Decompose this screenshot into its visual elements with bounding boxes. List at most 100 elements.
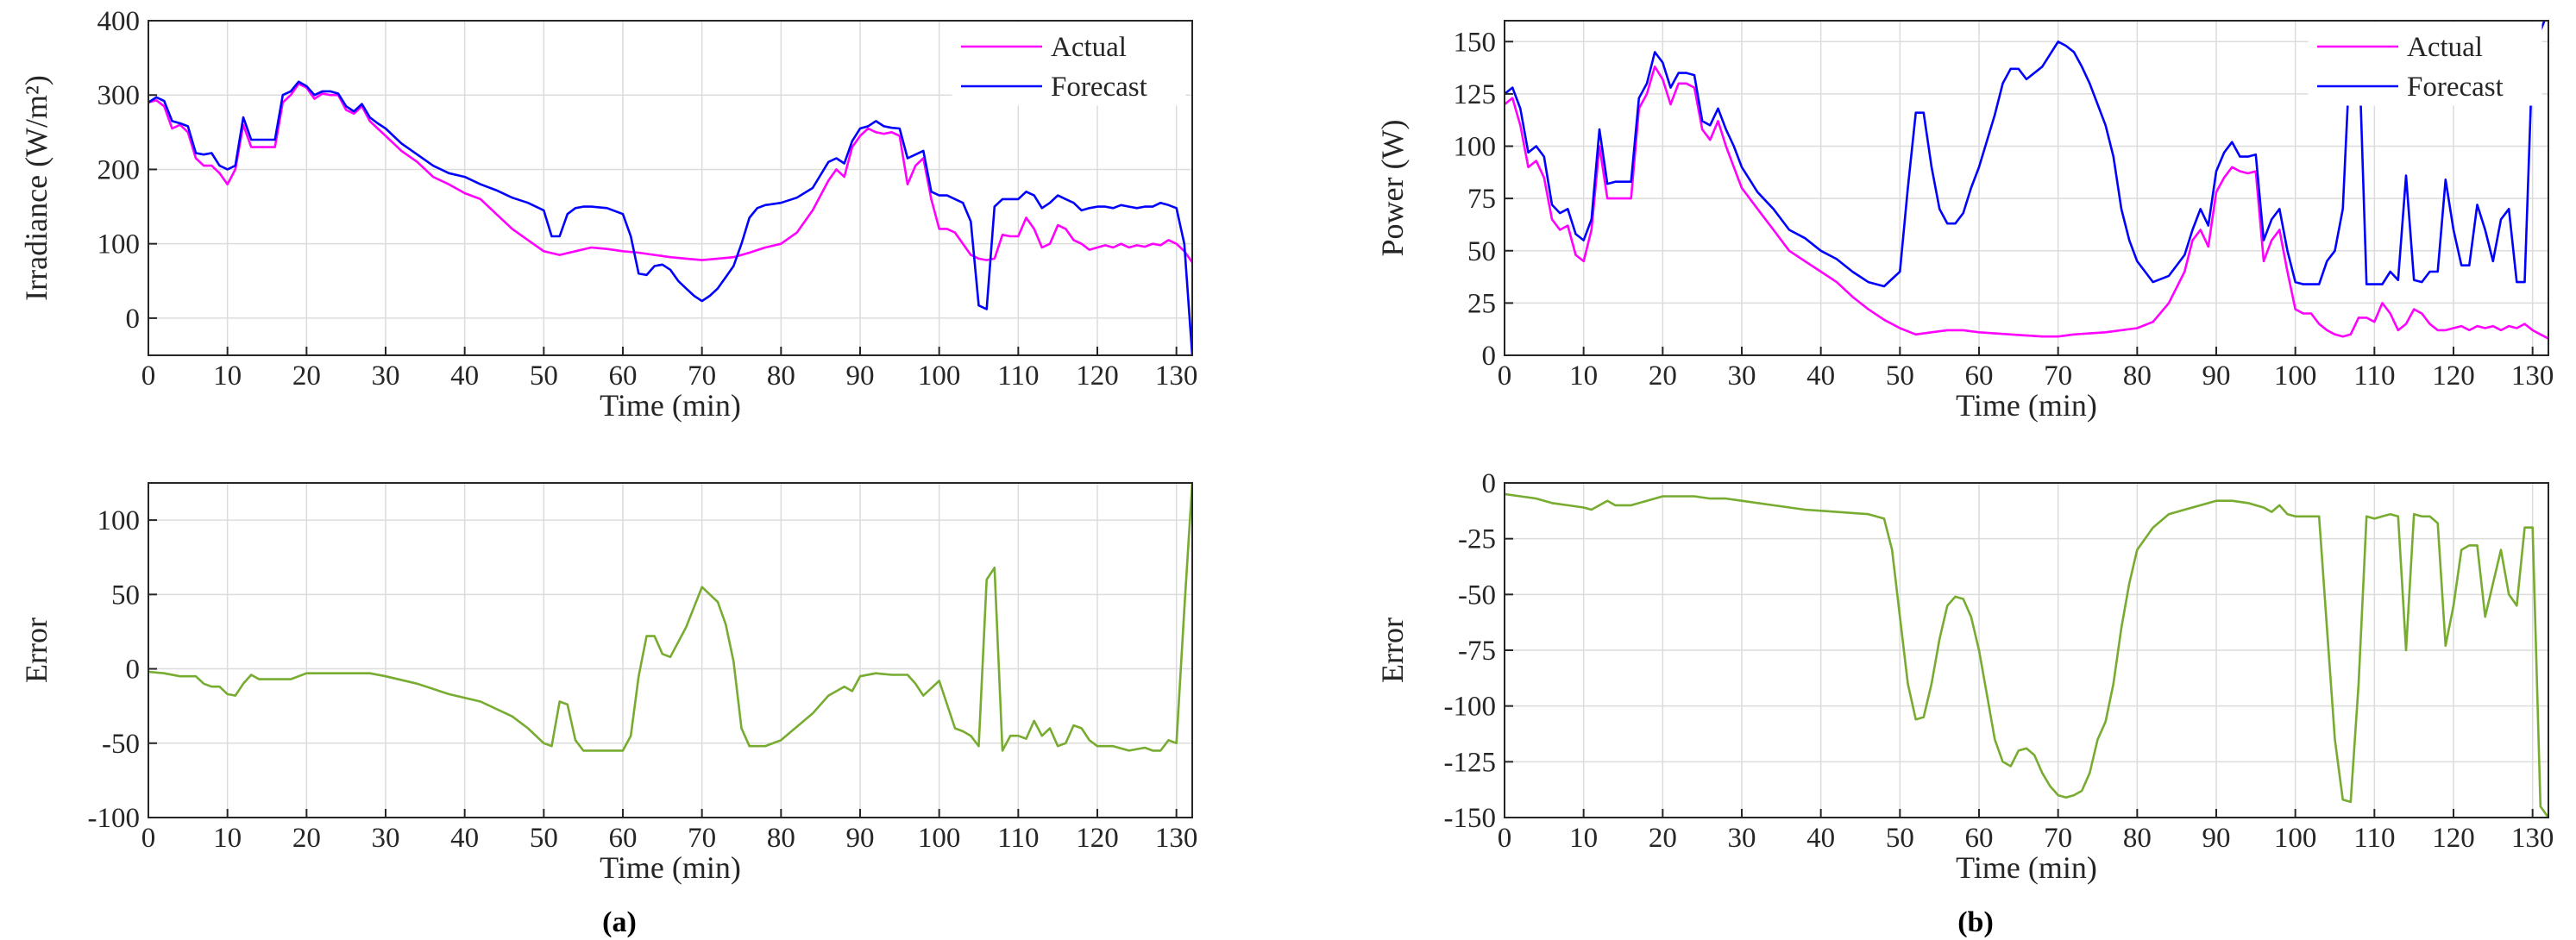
panel-tag-a: (a): [602, 906, 637, 938]
y-tick-label: 200: [97, 154, 141, 185]
x-tick-label: 0: [141, 360, 156, 392]
x-tick-label: 130: [1155, 360, 1198, 392]
series-line-actual: [148, 83, 1192, 263]
series-line-forecast: [148, 80, 1192, 355]
series-group: [148, 80, 1192, 355]
legend-box: [2308, 22, 2542, 106]
series-line-actual: [1505, 66, 2548, 340]
axes-frame: [148, 482, 1193, 818]
x-tick-label: 60: [1965, 360, 1994, 392]
x-tick-label: 70: [2044, 823, 2072, 854]
x-tick-label: 10: [213, 823, 242, 854]
legend-label-forecast: Forecast: [2407, 72, 2504, 103]
x-tick-label: 100: [918, 360, 961, 392]
x-axis-label: Time (min): [600, 850, 741, 885]
y-tick-label: -50: [102, 729, 140, 760]
x-tick-label: 10: [213, 360, 242, 392]
series-group: [1505, 21, 2548, 340]
x-tick-label: 100: [2274, 823, 2317, 854]
x-tick-label: 110: [2353, 823, 2395, 854]
y-tick-label: -100: [1444, 692, 1497, 723]
chart-b-top: 0 10 20 30 40 50 60 70 80 90 100 110 120 130 0 25 50 75 10…: [1375, 20, 2554, 423]
x-tick-label: 70: [2044, 360, 2072, 392]
x-tick-label: 80: [767, 360, 795, 392]
x-tick-label: 50: [530, 823, 558, 854]
x-tick-label: 50: [530, 360, 558, 392]
x-tick-label: 70: [688, 360, 716, 392]
x-tick-label: 110: [997, 360, 1039, 392]
x-tick-label: 60: [609, 823, 638, 854]
x-axis-label: Time (min): [1956, 850, 2097, 885]
x-tick-label: 90: [846, 823, 875, 854]
y-axis-label: Power (W): [1375, 120, 1410, 257]
x-tick-label: 90: [2202, 360, 2231, 392]
y-tick-label: 0: [1482, 341, 1497, 372]
x-tick-label: 110: [2353, 360, 2395, 392]
y-tick-label: 75: [1467, 184, 1496, 215]
y-axis-label: Irradiance (W/m²): [19, 75, 53, 301]
y-tick-label: 125: [1454, 79, 1497, 110]
legend: Actual Forecast: [2308, 22, 2542, 106]
panel-tag-b: (b): [1957, 906, 1994, 938]
y-tick-label: 400: [97, 6, 141, 37]
x-tick-label: 90: [2202, 823, 2231, 854]
x-tick-label: 20: [1649, 823, 1677, 854]
x-tick-label: 40: [450, 360, 479, 392]
x-tick-label: 30: [1728, 360, 1756, 392]
legend: Actual Forecast: [952, 22, 1186, 106]
y-tick-label: 0: [126, 304, 141, 335]
x-tick-label: 80: [2123, 360, 2152, 392]
axes-frame: [1504, 20, 2549, 356]
y-tick-label: 25: [1467, 288, 1496, 319]
x-tick-label: 0: [1498, 360, 1512, 392]
plot-area: [148, 483, 1192, 818]
x-tick-label: 120: [1076, 823, 1119, 854]
legend-label-forecast: Forecast: [1051, 72, 1147, 103]
legend-label-actual: Actual: [2407, 32, 2483, 63]
x-tick-label: 20: [292, 823, 321, 854]
series-line-forecast: [1505, 21, 2546, 288]
x-tick-label: 40: [1806, 823, 1835, 854]
legend-label-actual: Actual: [1051, 32, 1127, 63]
y-tick-label: 100: [1454, 132, 1497, 163]
x-tick-label: 110: [997, 823, 1039, 854]
x-axis-label: Time (min): [600, 388, 741, 423]
x-tick-label: 100: [2274, 360, 2317, 392]
x-tick-label: 60: [609, 360, 638, 392]
series-line-error: [1505, 492, 2548, 818]
x-tick-label: 30: [372, 360, 400, 392]
y-tick-label: 0: [126, 655, 141, 686]
y-tick-label: 100: [97, 505, 141, 536]
x-tick-label: 130: [2511, 360, 2554, 392]
y-tick-label: -100: [88, 803, 141, 834]
x-tick-label: 40: [450, 823, 479, 854]
series-group: [1505, 492, 2548, 818]
y-tick-label: 0: [1482, 468, 1497, 499]
chart-a-top: 0 10 20 30 40 50 60 70 80 90 100 110 120 130 0 100 200 30…: [19, 6, 1197, 423]
y-axis-label: Error: [19, 617, 53, 683]
x-tick-label: 70: [688, 823, 716, 854]
y-tick-label: -25: [1458, 524, 1496, 555]
y-tick-label: 150: [1454, 27, 1497, 58]
y-tick-label: -150: [1444, 803, 1497, 834]
x-tick-label: 20: [1649, 360, 1677, 392]
x-tick-label: 10: [1569, 823, 1598, 854]
x-tick-label: 50: [1886, 360, 1914, 392]
x-tick-label: 10: [1569, 360, 1598, 392]
chart-b-bottom: 0 10 20 30 40 50 60 70 80 90 100 110 120 130 -150 -125 -…: [1375, 468, 2554, 885]
x-tick-label: 130: [2511, 823, 2554, 854]
legend-box: [952, 22, 1186, 106]
x-tick-label: 80: [767, 823, 795, 854]
x-tick-label: 50: [1886, 823, 1914, 854]
y-tick-label: -125: [1444, 747, 1497, 778]
x-tick-label: 100: [918, 823, 961, 854]
y-tick-label: -75: [1458, 636, 1496, 667]
axes-frame: [148, 20, 1193, 356]
x-tick-label: 120: [1076, 360, 1119, 392]
x-tick-label: 0: [1498, 823, 1512, 854]
y-axis-label: Error: [1375, 617, 1410, 683]
x-tick-label: 30: [1728, 823, 1756, 854]
x-tick-label: 0: [141, 823, 156, 854]
x-tick-label: 120: [2432, 360, 2475, 392]
